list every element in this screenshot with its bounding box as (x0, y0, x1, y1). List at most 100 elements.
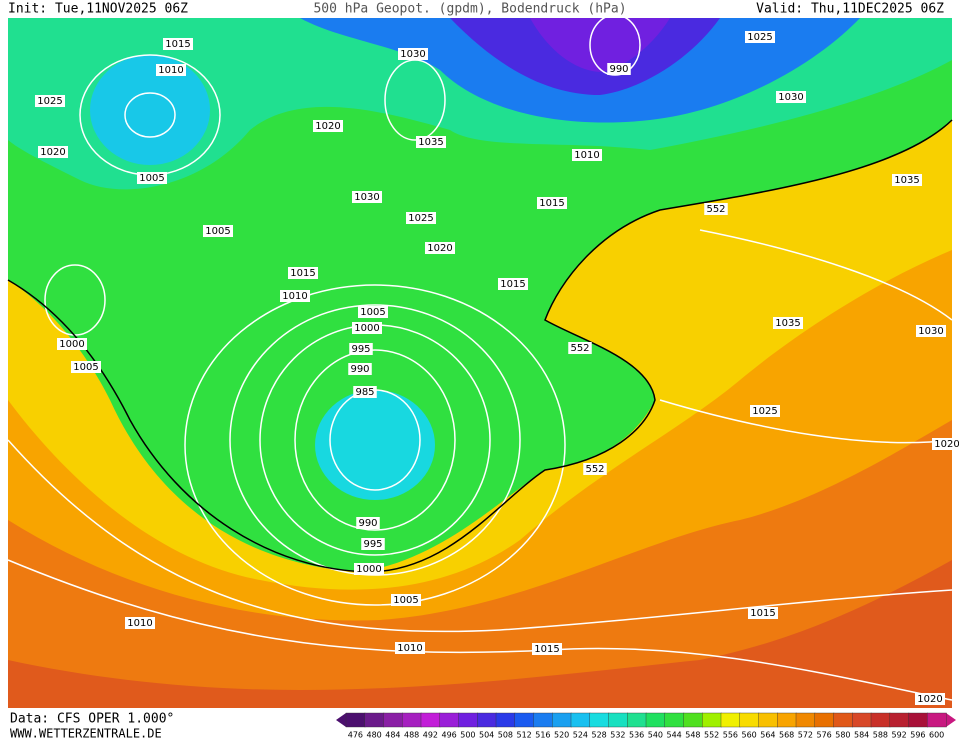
legend-swatch (795, 712, 816, 728)
legend-swatch (383, 712, 403, 728)
legend-swatch (758, 712, 778, 728)
isobar-label: 1030 (918, 326, 943, 337)
low-cyan-2 (315, 390, 435, 500)
label-bg (773, 317, 803, 329)
field-green (8, 18, 952, 572)
legend-label: 484 (385, 731, 400, 740)
label-bg (349, 343, 373, 355)
legend-swatch (702, 712, 722, 728)
isobar-label: 1005 (360, 307, 385, 318)
init-time: Init: Tue,11NOV2025 06Z (8, 2, 188, 17)
label-bg (915, 693, 945, 705)
isobar-label: 552 (585, 464, 604, 475)
legend-swatch (645, 712, 666, 728)
legend-label: 476 (348, 731, 363, 740)
legend-label: 544 (666, 731, 681, 740)
label-bg (358, 306, 388, 318)
isobar-label: 1030 (400, 49, 425, 60)
legend-label: 584 (854, 731, 869, 740)
legend-label: 552 (704, 731, 719, 740)
isobar-label: 1025 (752, 406, 777, 417)
legend-swatch (345, 712, 366, 728)
label-bg (38, 146, 68, 158)
label-bg (425, 242, 455, 254)
label-bg (163, 38, 193, 50)
label-bg (313, 120, 343, 132)
legend-swatch (458, 712, 478, 728)
data-source: Data: CFS OPER 1.000° (10, 712, 174, 727)
legend-swatch (664, 712, 685, 728)
isobar-label: 1020 (934, 439, 959, 450)
isobar-label: 1025 (37, 96, 62, 107)
label-bg (137, 172, 167, 184)
isobar-label: 1030 (354, 192, 379, 203)
legend-label: 588 (873, 731, 888, 740)
label-bg (361, 538, 385, 550)
isobar-label: 1005 (139, 173, 164, 184)
isobar-label: 1005 (205, 226, 230, 237)
label-bg (35, 95, 65, 107)
isobar-label: 985 (355, 387, 374, 398)
isobar-label: 995 (363, 539, 382, 550)
isobar-label: 1035 (418, 137, 443, 148)
legend-label: 496 (441, 731, 456, 740)
label-bg (704, 203, 728, 215)
legend-label: 488 (404, 731, 419, 740)
label-bg (406, 212, 436, 224)
legend-swatch (627, 712, 647, 728)
legend-swatch (852, 712, 872, 728)
label-bg (916, 325, 946, 337)
legend-arrow-left (336, 713, 346, 727)
isobar-label: 1015 (539, 198, 564, 209)
label-bg (932, 438, 959, 450)
label-bg (568, 342, 592, 354)
label-bg (352, 191, 382, 203)
label-bg (352, 322, 382, 334)
isobar-label: 1015 (290, 268, 315, 279)
legend-swatch (364, 712, 385, 728)
isobar-label: 1015 (165, 39, 190, 50)
label-bg (583, 463, 607, 475)
isobar-label: 1020 (917, 694, 942, 705)
legend-swatch (683, 712, 703, 728)
legend-swatch (570, 712, 591, 728)
legend-swatch (814, 712, 835, 728)
legend-label: 592 (891, 731, 906, 740)
legend-label: 600 (929, 731, 944, 740)
label-bg (395, 642, 425, 654)
legend-label: 516 (535, 731, 550, 740)
legend-label: 512 (516, 731, 531, 740)
isobar-label: 552 (570, 343, 589, 354)
legend-label: 532 (610, 731, 625, 740)
label-bg (57, 338, 87, 350)
isobar-label: 1010 (282, 291, 307, 302)
isobar-label: 990 (350, 364, 369, 375)
contour-552 (7, 119, 953, 573)
legend-label: 528 (591, 731, 606, 740)
isobar-label: 1015 (534, 644, 559, 655)
legend-arrow-right (946, 713, 956, 727)
legend-swatch (495, 712, 516, 728)
legend-swatch (477, 712, 497, 728)
legend-swatch (514, 712, 535, 728)
legend-label: 492 (423, 731, 438, 740)
legend-label: 576 (816, 731, 831, 740)
isobar-label: 1010 (574, 150, 599, 161)
map (7, 14, 953, 708)
legend-swatch (908, 712, 928, 728)
isobar-label: 1005 (393, 595, 418, 606)
isobar-label: 552 (706, 204, 725, 215)
legend-label: 560 (741, 731, 756, 740)
label-bg (745, 31, 775, 43)
legend-swatch (777, 712, 797, 728)
label-bg (125, 617, 155, 629)
legend-swatch (739, 712, 760, 728)
label-bg (348, 363, 372, 375)
legend-swatch (889, 712, 910, 728)
isobar-label: 1020 (40, 147, 65, 158)
label-bg (280, 290, 310, 302)
label-bg (416, 136, 446, 148)
label-bg (892, 174, 922, 186)
legend-swatch (833, 712, 853, 728)
